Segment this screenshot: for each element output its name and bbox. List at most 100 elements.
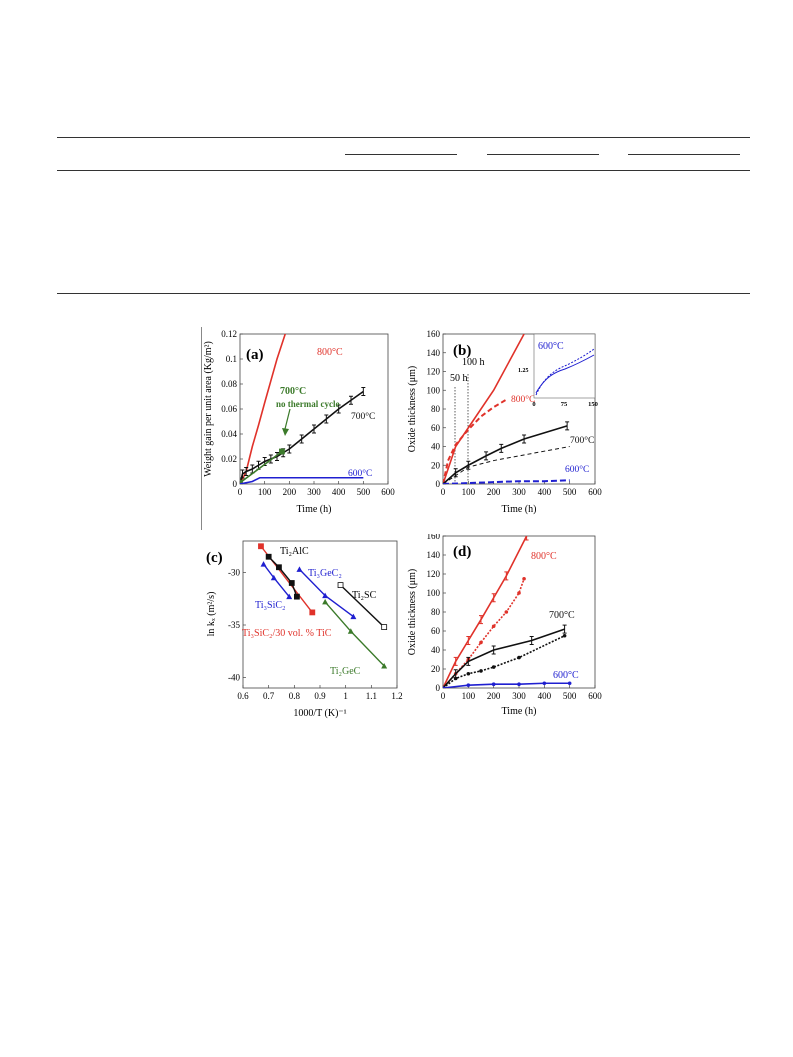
table-top-rule — [57, 137, 750, 138]
y-axis-label: Oxide thickness (μm) — [407, 569, 418, 655]
data-point — [567, 681, 572, 686]
series-group — [240, 334, 366, 484]
y-tick-label: -35 — [228, 620, 240, 630]
data-point — [562, 633, 567, 638]
annotation-no-thermal-cycle: no thermal cycle — [276, 399, 339, 409]
x-tick-label: 500 — [563, 487, 577, 497]
x-axis-label: Time (h) — [502, 504, 537, 515]
y-tick-label: 120 — [427, 367, 441, 377]
x-tick-label: 500 — [563, 691, 577, 701]
y-tick-label: 120 — [427, 569, 441, 579]
x-tick-label: 0 — [238, 487, 243, 497]
y-ticks: -30 -35 -40 — [228, 568, 246, 683]
annotation-ti3sic2-tic: Ti₃SiC₂/30 vol. % TiC — [242, 628, 332, 639]
series-line — [340, 584, 385, 628]
annotation-600c: 600°C — [565, 464, 589, 475]
y-tick-label: -30 — [228, 568, 240, 578]
annotation-800c: 800°C — [511, 394, 535, 405]
annotation-100h: 100 h — [462, 357, 485, 368]
y-tick-label: 140 — [427, 550, 441, 560]
x-tick-label: 400 — [538, 691, 552, 701]
y-ticks: 0 20 40 60 80 100 120 140 160 — [427, 534, 446, 693]
data-point — [443, 686, 445, 688]
series-line — [240, 390, 364, 484]
x-axis-label: Time (h) — [502, 706, 537, 717]
annotation-800c: 800°C — [531, 551, 557, 562]
x-tick-label: 0 — [441, 691, 446, 701]
data-point — [240, 479, 243, 484]
panel-label: (a) — [246, 347, 264, 363]
annotation-arrow — [284, 408, 291, 430]
x-tick-label: 0.7 — [263, 691, 275, 701]
data-point — [309, 609, 316, 616]
y-tick-label: 80 — [431, 404, 441, 414]
x-tick-label: 600 — [381, 487, 395, 497]
x-tick-label: 1.1 — [366, 691, 377, 701]
data-point — [288, 580, 295, 586]
data-point — [258, 543, 264, 550]
x-tick-label: 400 — [332, 487, 346, 497]
series-group — [443, 536, 572, 688]
data-point — [504, 610, 509, 614]
inset-x-tick: 75 — [561, 401, 568, 408]
y-tick-label: 0.06 — [221, 404, 237, 414]
y-tick-label: 0 — [233, 479, 238, 489]
series-line — [443, 334, 525, 484]
x-tick-label: 1 — [343, 691, 348, 701]
data-point — [522, 576, 526, 581]
y-tick-label: 0 — [436, 683, 441, 693]
data-point — [276, 564, 282, 571]
annotation-700c: 700°C — [549, 610, 575, 621]
data-point — [381, 662, 388, 669]
chart-panel-a: 0 100 200 300 400 500 600 0 0.02 0.04 0.06 0.08 0.1… — [203, 329, 395, 515]
inset-y-tick: 1.25 — [518, 368, 529, 374]
data-point — [466, 671, 471, 676]
panel-label: (c) — [206, 550, 223, 566]
inset-frame — [533, 333, 596, 399]
data-point — [286, 593, 293, 600]
x-tick-label: 300 — [307, 487, 321, 497]
x-tick-label: 100 — [258, 487, 272, 497]
x-tick-label: 400 — [538, 487, 552, 497]
table-header-rule — [57, 170, 750, 171]
data-point — [517, 655, 521, 660]
data-point — [517, 682, 521, 686]
chart-panel-d: 0 100 200 300 400 500 600 0 20 40 60 80 100 120 140 16… — [407, 534, 602, 717]
series-line — [443, 682, 570, 688]
chart-panel-c: 0.6 0.7 0.8 0.9 1 1.1 1.2 -30 -35 -40 (c) Ti₂AlC… — [206, 540, 403, 719]
y-tick-label: 140 — [427, 348, 441, 358]
y-tick-label: 40 — [431, 442, 441, 452]
y-tick-label: 160 — [427, 329, 441, 339]
x-tick-label: 0 — [441, 487, 446, 497]
data-point — [453, 676, 458, 681]
y-axis-label: Weight gain per unit area (Kg/m²) — [203, 341, 214, 477]
chart-panel-b: 0 100 200 300 400 500 600 0 20 40 60 80 100 120 140 16… — [407, 329, 602, 515]
x-tick-label: 600 — [588, 691, 602, 701]
annotation-600c: 600°C — [348, 468, 372, 479]
panel-label: (b) — [453, 343, 471, 359]
y-tick-label: 80 — [431, 607, 441, 617]
inset-x-tick: 0 — [532, 401, 535, 408]
annotation-ti2alc: Ti₂AlC — [280, 546, 309, 557]
table-subheader-rule-3 — [628, 154, 740, 155]
data-point — [279, 448, 285, 455]
y-ticks: 0 0.02 0.04 0.06 0.08 0.1 0.12 — [221, 329, 243, 489]
plot-frame — [242, 540, 398, 689]
y-tick-label: 0.1 — [226, 354, 237, 364]
data-point — [322, 598, 329, 605]
annotation-700c: 700°C — [570, 435, 594, 446]
x-tick-label: 200 — [487, 691, 501, 701]
data-point — [265, 553, 272, 560]
series-line — [240, 476, 364, 484]
series-line — [443, 446, 570, 484]
annotation-700c: 700°C — [351, 411, 375, 422]
series-line — [268, 556, 298, 597]
table-subheader-rule-1 — [345, 154, 457, 155]
data-point — [381, 624, 388, 630]
series-line — [240, 450, 283, 484]
series-group — [443, 334, 570, 484]
table-bottom-rule — [57, 293, 750, 294]
x-axis-label: 1000/T (K)⁻¹ — [293, 708, 346, 719]
x-ticks: 0.6 0.7 0.8 0.9 1 1.1 1.2 — [237, 685, 403, 701]
data-point — [296, 566, 303, 572]
